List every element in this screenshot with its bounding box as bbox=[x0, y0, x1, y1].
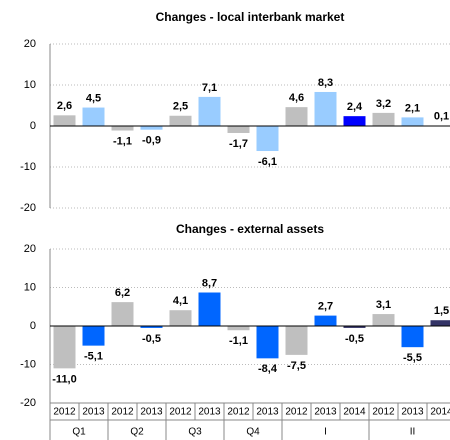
value-label: 7,1 bbox=[202, 82, 217, 94]
bar bbox=[53, 326, 76, 369]
group-label: Q3 bbox=[188, 427, 202, 438]
bar bbox=[111, 126, 134, 131]
value-label: -8,4 bbox=[258, 363, 278, 375]
bar bbox=[169, 115, 192, 126]
group-label: II bbox=[410, 427, 416, 438]
value-label: 2,4 bbox=[347, 101, 363, 113]
bar bbox=[227, 126, 250, 133]
bar bbox=[53, 115, 76, 126]
x-tick-label: 2013 bbox=[314, 407, 337, 418]
y-tick-label: 0 bbox=[30, 120, 36, 132]
value-label: -7,5 bbox=[287, 360, 306, 372]
value-label: 3,2 bbox=[376, 98, 391, 110]
x-tick-label: 2012 bbox=[169, 407, 192, 418]
value-label: -5,1 bbox=[84, 351, 103, 363]
bar bbox=[227, 326, 250, 331]
value-label: 2,5 bbox=[173, 101, 188, 113]
chart-title: Changes - local interbank market bbox=[156, 10, 345, 24]
x-tick-label: 2013 bbox=[256, 407, 279, 418]
value-label: 3,1 bbox=[376, 299, 391, 311]
value-label: 4,6 bbox=[289, 92, 304, 104]
bar bbox=[343, 326, 366, 328]
group-label: Q2 bbox=[130, 427, 144, 438]
bar bbox=[82, 326, 105, 346]
y-tick-label: 10 bbox=[24, 79, 36, 91]
value-label: 2,7 bbox=[318, 301, 333, 313]
bar bbox=[198, 292, 221, 326]
value-label: 0,1 bbox=[434, 110, 449, 122]
x-tick-label: 2012 bbox=[53, 407, 76, 418]
bar bbox=[401, 326, 424, 348]
bar bbox=[430, 320, 450, 326]
x-tick-label: 2012 bbox=[372, 407, 395, 418]
bar bbox=[314, 91, 337, 126]
value-label: 6,2 bbox=[115, 287, 130, 299]
x-tick-label: 2013 bbox=[198, 407, 221, 418]
bar bbox=[82, 107, 105, 126]
bar bbox=[140, 126, 163, 130]
bar bbox=[285, 107, 308, 126]
y-tick-label: -10 bbox=[20, 358, 36, 370]
y-tick-label: -20 bbox=[20, 397, 36, 409]
bar bbox=[111, 302, 134, 326]
bar bbox=[285, 326, 308, 355]
y-tick-label: 20 bbox=[24, 38, 36, 50]
value-label: -6,1 bbox=[258, 156, 277, 168]
bar bbox=[401, 117, 424, 126]
bar bbox=[256, 126, 279, 152]
bar bbox=[256, 326, 279, 359]
bar bbox=[169, 310, 192, 326]
y-tick-label: 0 bbox=[30, 320, 36, 332]
value-label: -5,5 bbox=[403, 352, 422, 364]
group-label: Q1 bbox=[72, 427, 86, 438]
y-tick-label: -10 bbox=[20, 161, 36, 173]
value-label: 4,5 bbox=[86, 92, 101, 104]
group-label: I bbox=[324, 427, 327, 438]
chart-title: Changes - external assets bbox=[176, 222, 324, 236]
x-tick-label: 2014 bbox=[343, 407, 366, 418]
x-tick-label: 2012 bbox=[227, 407, 250, 418]
value-label: 4,1 bbox=[173, 295, 188, 307]
x-tick-label: 2014 bbox=[430, 407, 450, 418]
bar bbox=[343, 116, 366, 126]
y-tick-label: 20 bbox=[24, 243, 36, 255]
y-tick-label: 10 bbox=[24, 281, 36, 293]
value-label: -1,1 bbox=[229, 335, 248, 347]
x-tick-label: 2013 bbox=[140, 407, 163, 418]
value-label: 8,7 bbox=[202, 277, 217, 289]
bar bbox=[140, 326, 163, 328]
value-label: -0,5 bbox=[142, 333, 161, 345]
x-tick-label: 2012 bbox=[111, 407, 134, 418]
value-label: 1,5 bbox=[434, 305, 449, 317]
x-tick-label: 2013 bbox=[401, 407, 424, 418]
value-label: -11,0 bbox=[52, 373, 76, 385]
value-label: -1,1 bbox=[113, 135, 132, 147]
bar bbox=[198, 96, 221, 126]
x-tick-label: 2013 bbox=[82, 407, 105, 418]
x-tick-label: 2012 bbox=[285, 407, 308, 418]
group-label: Q4 bbox=[246, 427, 260, 438]
bar bbox=[372, 314, 395, 326]
value-label: 2,6 bbox=[57, 100, 72, 112]
value-label: -0,5 bbox=[345, 333, 364, 345]
value-label: -1,7 bbox=[229, 138, 248, 150]
value-label: 2,1 bbox=[405, 102, 420, 114]
bar bbox=[372, 112, 395, 126]
bar bbox=[314, 315, 337, 326]
value-label: -0,9 bbox=[142, 135, 161, 147]
value-label: 8,3 bbox=[318, 77, 333, 89]
y-tick-label: -20 bbox=[20, 202, 36, 214]
